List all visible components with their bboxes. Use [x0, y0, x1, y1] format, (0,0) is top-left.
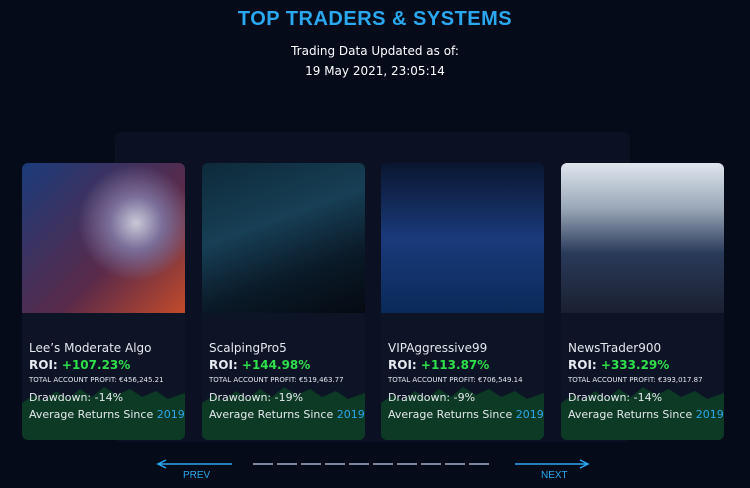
prev-button[interactable]: PREV [183, 470, 211, 481]
roi-label: ROI: [209, 358, 238, 372]
profit-label: TOTAL ACCOUNT PROFIT: [568, 376, 656, 384]
card-wave [22, 387, 185, 440]
roi-label: ROI: [388, 358, 417, 372]
card-wave [561, 387, 724, 440]
card-wave [381, 387, 544, 440]
card-image [561, 163, 724, 313]
roi-value: +113.87% [420, 358, 490, 372]
profit-label: TOTAL ACCOUNT PROFIT: [29, 376, 117, 384]
profit-label: TOTAL ACCOUNT PROFIT: [209, 376, 297, 384]
card-image [202, 163, 365, 313]
returns-year: 2019 [156, 408, 185, 421]
returns-label: Average Returns Since [568, 408, 693, 421]
profit-label: TOTAL ACCOUNT PROFIT: [388, 376, 476, 384]
returns-year: 2019 [336, 408, 365, 421]
card-wave [202, 387, 365, 440]
returns-label: Average Returns Since [388, 408, 513, 421]
trader-card[interactable]: VIPAggressive99 ROI: +113.87% TOTAL ACCO… [381, 163, 544, 440]
card-image [22, 163, 185, 313]
profit-value: €706,549.14 [478, 376, 523, 384]
updated-time: 19 May 2021, 23:05:14 [305, 64, 445, 78]
roi-value: +333.29% [600, 358, 670, 372]
drawdown: Drawdown: -14% [568, 391, 663, 404]
roi-label: ROI: [29, 358, 58, 372]
drawdown: Drawdown: -19% [209, 391, 304, 404]
returns-year: 2019 [695, 408, 724, 421]
next-arrow[interactable] [515, 459, 590, 469]
trader-card[interactable]: Lee’s Moderate Algo ROI: +107.23% TOTAL … [22, 163, 185, 440]
returns-year: 2019 [515, 408, 544, 421]
trader-card[interactable]: NewsTrader900 ROI: +333.29% TOTAL ACCOUN… [561, 163, 724, 440]
returns-label: Average Returns Since [29, 408, 154, 421]
trader-name: Lee’s Moderate Algo [29, 341, 152, 355]
profit-value: €519,463.77 [299, 376, 344, 384]
roi-value: +107.23% [61, 358, 131, 372]
card-image [381, 163, 544, 313]
profit-value: €456,245.21 [119, 376, 164, 384]
roi-value: +144.98% [241, 358, 311, 372]
trader-name: VIPAggressive99 [388, 341, 488, 355]
profit-value: €393,017.87 [658, 376, 703, 384]
next-button[interactable]: NEXT [541, 470, 568, 481]
trader-name: NewsTrader900 [568, 341, 662, 355]
prev-arrow[interactable] [156, 459, 232, 469]
drawdown: Drawdown: -9% [388, 391, 476, 404]
trader-card[interactable]: ScalpingPro5 ROI: +144.98% TOTAL ACCOUNT… [202, 163, 365, 440]
returns-label: Average Returns Since [209, 408, 334, 421]
roi-label: ROI: [568, 358, 597, 372]
updated-label: Trading Data Updated as of: [291, 44, 459, 58]
trader-name: ScalpingPro5 [209, 341, 287, 355]
drawdown: Drawdown: -14% [29, 391, 124, 404]
title: TOP TRADERS & SYSTEMS [237, 8, 513, 30]
carousel-panel [115, 132, 630, 442]
